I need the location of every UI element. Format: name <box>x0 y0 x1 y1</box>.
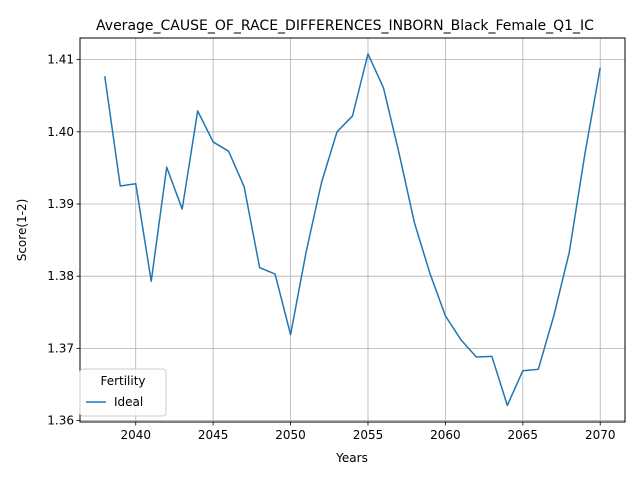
y-tick-label: 1.36 <box>47 414 74 428</box>
x-tick-label: 2060 <box>430 428 461 442</box>
y-tick-label: 1.37 <box>47 341 74 355</box>
x-tick-label: 2055 <box>353 428 384 442</box>
y-tick-label: 1.38 <box>47 269 74 283</box>
y-tick-label: 1.40 <box>47 125 74 139</box>
chart-title: Average_CAUSE_OF_RACE_DIFFERENCES_INBORN… <box>96 18 594 34</box>
x-axis-label: Years <box>335 451 368 465</box>
y-axis-label: Score(1-2) <box>15 199 29 262</box>
x-tick-label: 2065 <box>508 428 539 442</box>
x-tick-label: 2040 <box>120 428 151 442</box>
x-tick-label: 2070 <box>585 428 616 442</box>
x-tick-label: 2050 <box>275 428 306 442</box>
legend-title: Fertility <box>100 374 145 388</box>
x-tick-label: 2045 <box>198 428 229 442</box>
y-tick-label: 1.41 <box>47 53 74 67</box>
y-tick-label: 1.39 <box>47 197 74 211</box>
legend: Fertility Ideal <box>80 369 166 416</box>
legend-label-ideal: Ideal <box>114 395 143 409</box>
